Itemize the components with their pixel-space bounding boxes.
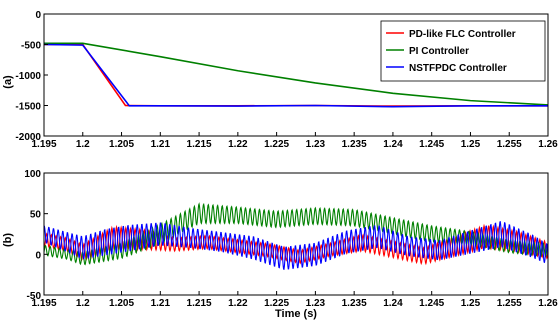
y-tick-label: 0 bbox=[35, 250, 41, 261]
panel-b-series-group bbox=[43, 202, 549, 271]
x-tick-label: 1.2 bbox=[76, 298, 90, 309]
panel-a-ticks: 1.195 1.2 1.205 1.21 1.215 1.22 1.225 1.23 1.235… bbox=[15, 10, 558, 150]
x-tick-label: 1.235 bbox=[342, 139, 367, 150]
x-tick-label: 1.245 bbox=[419, 139, 444, 150]
x-tick-label: 1.255 bbox=[497, 139, 522, 150]
panel-b-series-pi-controller bbox=[43, 202, 549, 266]
legend-entry-pi: PI Controller bbox=[409, 46, 469, 57]
x-tick-label: 1.215 bbox=[187, 139, 212, 150]
x-tick-label: 1.245 bbox=[419, 298, 444, 309]
y-tick-label: -500 bbox=[21, 41, 41, 52]
x-axis-title: Time (s) bbox=[275, 308, 317, 320]
x-tick-label: 1.205 bbox=[109, 298, 134, 309]
x-tick-label: 1.215 bbox=[187, 298, 212, 309]
x-tick-label: 1.22 bbox=[228, 139, 248, 150]
x-tick-label: 1.23 bbox=[306, 298, 326, 309]
legend-entry-nstfpdc: NSTFPDC Controller bbox=[409, 63, 507, 74]
y-tick-label: 0 bbox=[35, 10, 41, 21]
x-tick-label: 1.24 bbox=[383, 139, 403, 150]
legend-entry-pd-like: PD-like FLC Controller bbox=[409, 29, 516, 40]
x-tick-label: 1.23 bbox=[306, 139, 326, 150]
x-tick-label: 1.2 bbox=[76, 139, 90, 150]
panel-b-series-nstfpdc-controller bbox=[43, 221, 549, 271]
y-tick-label: -2000 bbox=[15, 132, 41, 143]
y-tick-label: -1000 bbox=[15, 71, 41, 82]
panel-a-series-pi-controller bbox=[44, 42, 549, 106]
panel-a-series-nstfpdc-controller bbox=[43, 43, 548, 108]
panel-b-ticks: 1.195 1.2 1.205 1.21 1.215 1.22 1.225 1.23 1.235… bbox=[24, 169, 558, 309]
panel-b-label: (b) bbox=[2, 233, 14, 247]
y-tick-label: 50 bbox=[30, 210, 42, 221]
legend: PD-like FLC Controller PI Controller NST… bbox=[380, 20, 546, 82]
panel-b-axes-frame bbox=[43, 172, 549, 296]
x-tick-label: 1.22 bbox=[228, 298, 248, 309]
panel-a-label: (a) bbox=[2, 75, 14, 89]
y-tick-label: -50 bbox=[27, 291, 42, 302]
x-tick-label: 1.25 bbox=[461, 139, 481, 150]
x-tick-label: 1.21 bbox=[151, 298, 171, 309]
y-tick-label: 100 bbox=[24, 169, 41, 180]
x-tick-label: 1.25 bbox=[461, 298, 481, 309]
x-tick-label: 1.195 bbox=[31, 298, 56, 309]
x-tick-label: 1.205 bbox=[109, 139, 134, 150]
x-tick-label: 1.235 bbox=[342, 298, 367, 309]
y-tick-label: -1500 bbox=[15, 102, 41, 113]
panel-a: 1.195 1.2 1.205 1.21 1.215 1.22 1.225 1.23 1.235… bbox=[2, 10, 558, 150]
panel-b: 1.195 1.2 1.205 1.21 1.215 1.22 1.225 1.23 1.235… bbox=[2, 169, 558, 320]
x-tick-label: 1.21 bbox=[151, 139, 171, 150]
x-tick-label: 1.24 bbox=[383, 298, 403, 309]
x-tick-label: 1.225 bbox=[264, 139, 289, 150]
panel-a-series-group bbox=[43, 42, 549, 108]
x-tick-label: 1.255 bbox=[497, 298, 522, 309]
x-tick-label: 1.195 bbox=[31, 139, 56, 150]
legend-box bbox=[380, 20, 546, 82]
x-tick-label: 1.26 bbox=[538, 139, 558, 150]
x-tick-label: 1.225 bbox=[264, 298, 289, 309]
x-tick-label: 1.26 bbox=[538, 298, 558, 309]
